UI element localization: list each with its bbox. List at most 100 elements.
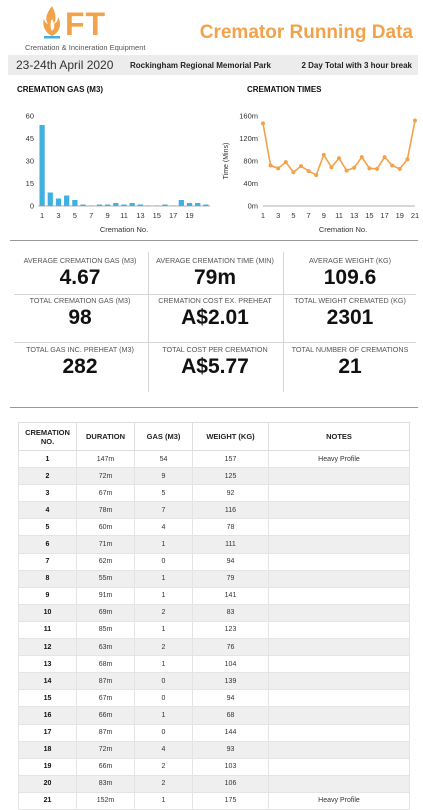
gas-bar	[129, 203, 135, 206]
x-tick-label: 21	[411, 211, 419, 220]
cell-gas: 4	[134, 740, 193, 759]
table-row: 14 87m 0 139	[18, 672, 410, 691]
x-tick-label: 5	[291, 211, 295, 220]
report-header: FT Cremation & Incineration Equipment Cr…	[0, 0, 423, 55]
cell-no: 3	[18, 484, 77, 503]
stat-card: TOTAL WEIGHT CREMATED (KG) 2301	[282, 296, 418, 330]
cell-notes	[268, 689, 410, 708]
table-row: 2 72m 9 125	[18, 467, 410, 486]
cell-duration: 63m	[76, 638, 135, 657]
cell-weight: 78	[192, 518, 269, 537]
cell-notes	[268, 518, 410, 537]
times-point	[405, 157, 410, 162]
cell-notes: Heavy Profile	[268, 449, 410, 469]
times-point	[344, 168, 349, 173]
stat-value: A$2.01	[181, 306, 249, 329]
cell-no: 6	[18, 535, 77, 554]
times-point	[306, 169, 311, 174]
stat-value: A$5.77	[181, 355, 249, 378]
cell-weight: 104	[192, 655, 269, 674]
table-row: 3 67m 5 92	[18, 484, 410, 503]
cell-weight: 123	[192, 620, 269, 640]
cell-weight: 175	[192, 791, 269, 810]
cell-notes	[268, 774, 410, 793]
y-tick-label: 30	[26, 157, 34, 166]
times-point	[413, 118, 417, 123]
times-point	[329, 165, 334, 170]
times-chart-title: CREMATION TIMES	[247, 85, 322, 94]
cell-duration: 67m	[76, 484, 135, 503]
table-row: 6 71m 1 111	[18, 535, 410, 554]
x-tick-label: 3	[56, 211, 60, 220]
cell-no: 15	[18, 689, 77, 708]
cell-gas: 0	[134, 723, 193, 742]
gas-bar	[145, 205, 152, 206]
cell-gas: 9	[134, 467, 193, 486]
stat-value: 282	[62, 355, 98, 378]
cell-no: 21	[18, 791, 77, 810]
table-row: 15 67m 0 94	[18, 689, 410, 708]
x-tick-label: 7	[307, 211, 311, 220]
table-row: 19 66m 2 103	[18, 757, 410, 776]
cell-no: 2	[18, 467, 77, 486]
cell-gas: 1	[134, 791, 193, 810]
period-note: 2 Day Total with 3 hour break	[301, 61, 412, 70]
cell-no: 13	[18, 655, 77, 674]
cell-weight: 111	[192, 535, 269, 554]
table-row: 21 152m 1 175 Heavy Profile	[18, 791, 410, 810]
cell-weight: 94	[192, 552, 269, 571]
cell-duration: 152m	[76, 791, 135, 810]
x-tick-label: 11	[335, 211, 343, 220]
gas-bar	[72, 200, 78, 206]
cell-weight: 103	[192, 757, 269, 776]
cell-duration: 87m	[76, 723, 135, 742]
cell-gas: 1	[134, 586, 193, 605]
col-header-weight: WEIGHT (KG)	[192, 422, 269, 451]
stat-label: AVERAGE WEIGHT (KG)	[309, 256, 391, 265]
times-point	[375, 166, 379, 171]
cell-weight: 76	[192, 638, 269, 657]
cell-duration: 68m	[76, 655, 135, 674]
cell-no: 18	[18, 740, 77, 759]
cell-notes	[268, 535, 410, 554]
y-tick-label: 0	[30, 202, 34, 211]
logo-letters: FT	[65, 6, 107, 42]
stat-label: AVERAGE CREMATION TIME (MIN)	[156, 256, 274, 265]
cell-weight: 106	[192, 774, 269, 793]
report-date: 23-24th April 2020	[16, 58, 114, 72]
gas-bar	[121, 204, 127, 206]
venue-name: Rockingham Regional Memorial Park	[130, 61, 271, 70]
cell-weight: 92	[192, 484, 269, 503]
cell-weight: 125	[192, 467, 269, 486]
y-tick-label: 160m	[239, 112, 258, 121]
cell-no: 7	[18, 552, 77, 571]
times-point	[291, 170, 296, 175]
gas-bar	[113, 203, 119, 206]
gas-bar	[47, 192, 53, 206]
y-tick-label: 80m	[243, 157, 258, 166]
x-tick-label: 7	[89, 211, 93, 220]
cell-gas: 1	[134, 620, 193, 640]
stat-label: TOTAL GAS INC. PREHEAT (M3)	[26, 345, 134, 354]
cell-notes: Heavy Profile	[268, 791, 410, 810]
stat-card: TOTAL NUMBER OF CREMATIONS 21	[282, 345, 418, 379]
cell-no: 5	[18, 518, 77, 537]
x-tick-label: 1	[40, 211, 44, 220]
stat-card: AVERAGE CREMATION TIME (MIN) 79m	[147, 256, 283, 290]
y-tick-label: 0m	[248, 202, 258, 211]
cell-gas: 4	[134, 518, 193, 537]
cell-weight: 94	[192, 689, 269, 708]
cell-gas: 1	[134, 569, 193, 588]
y-tick-label: 40m	[243, 179, 258, 188]
table-row: 20 83m 2 106	[18, 774, 410, 793]
col-header-no: CREMATION NO.	[18, 422, 77, 451]
cell-notes	[268, 620, 410, 640]
x-tick-label: 19	[185, 211, 193, 220]
stat-label: AVERAGE CREMATION GAS (M3)	[23, 256, 137, 265]
cell-notes	[268, 638, 410, 657]
x-tick-label: 13	[136, 211, 144, 220]
x-tick-label: 3	[276, 211, 280, 220]
x-tick-label: 9	[106, 211, 110, 220]
